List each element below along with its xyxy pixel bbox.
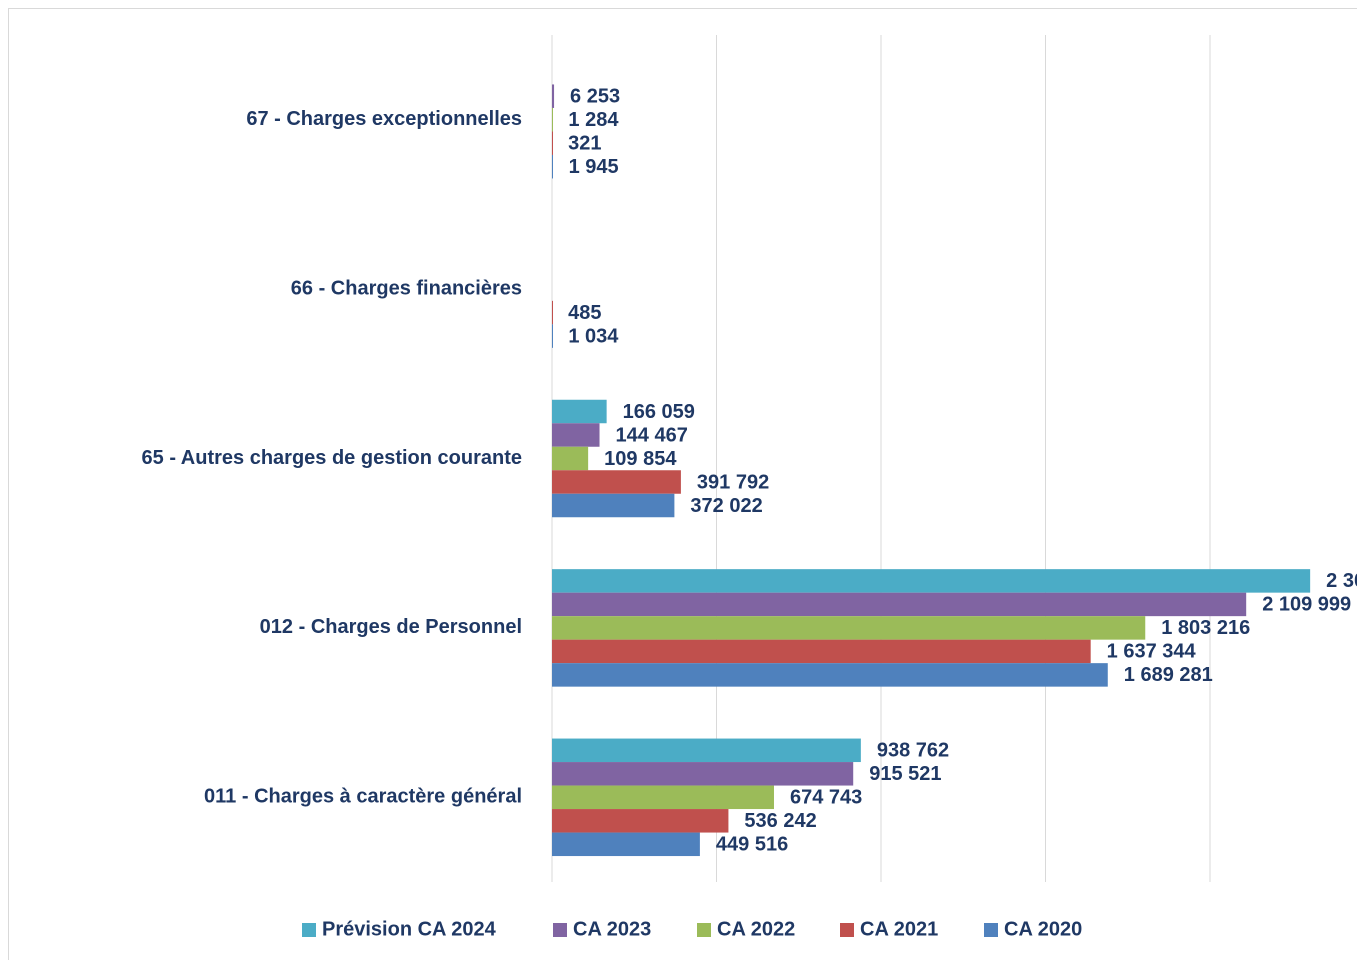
value-label: 536 242 (744, 810, 816, 832)
bar (552, 423, 600, 447)
value-label: 144 467 (616, 424, 688, 446)
y-tick-label: 67 - Charges exceptionnelles (246, 108, 522, 130)
y-tick-label: 65 - Autres charges de gestion courante (142, 447, 522, 469)
bar (552, 493, 675, 518)
value-label: 449 516 (716, 834, 788, 856)
legend-swatch (840, 923, 854, 937)
legend-label: CA 2022 (717, 918, 795, 940)
legend-label: CA 2021 (860, 918, 938, 940)
value-label: 372 022 (690, 495, 762, 517)
bar (552, 154, 553, 179)
legend-swatch (984, 923, 998, 937)
y-tick-label: 011 - Charges à caractère général (204, 786, 522, 808)
bar (552, 663, 1108, 687)
bar (552, 84, 555, 108)
y-tick-label: 66 - Charges financières (291, 277, 522, 299)
bar (552, 324, 553, 348)
value-label: 938 762 (877, 740, 949, 762)
bar (552, 569, 1311, 593)
bar (552, 470, 681, 494)
value-label: 1 034 (568, 325, 619, 347)
legend-label: CA 2023 (573, 918, 651, 940)
value-label: 485 (568, 302, 601, 324)
value-label: 391 792 (697, 471, 769, 493)
bar (552, 107, 553, 132)
value-label: 915 521 (869, 763, 941, 785)
bar (552, 738, 861, 763)
value-label: 2 304 413 (1326, 570, 1357, 592)
value-label: 1 803 216 (1161, 617, 1250, 639)
bar (552, 592, 1247, 617)
chart-border (8, 8, 1357, 960)
y-tick-label: 012 - Charges de Personnel (260, 616, 522, 638)
bar (552, 832, 700, 857)
bar (552, 616, 1146, 640)
legend-swatch (697, 923, 711, 937)
value-label: 674 743 (790, 787, 862, 809)
value-label: 321 (568, 132, 601, 154)
bar (552, 639, 1091, 664)
bar (552, 785, 774, 810)
legend-swatch (302, 923, 316, 937)
legend-label: CA 2020 (1004, 918, 1082, 940)
bar (552, 131, 553, 155)
bar (552, 446, 589, 471)
value-label: 109 854 (604, 448, 677, 470)
legend-swatch (553, 923, 567, 937)
bar (552, 762, 854, 786)
legend-label: Prévision CA 2024 (322, 918, 497, 940)
value-label: 1 637 344 (1107, 641, 1197, 663)
value-label: 166 059 (623, 401, 695, 423)
bar (552, 300, 553, 325)
value-label: 1 945 (569, 156, 619, 178)
bar (552, 809, 729, 833)
value-label: 6 253 (570, 85, 620, 107)
value-label: 2 109 999 (1262, 594, 1351, 616)
bar (552, 399, 607, 424)
value-label: 1 689 281 (1124, 664, 1213, 686)
value-label: 1 284 (568, 109, 619, 131)
